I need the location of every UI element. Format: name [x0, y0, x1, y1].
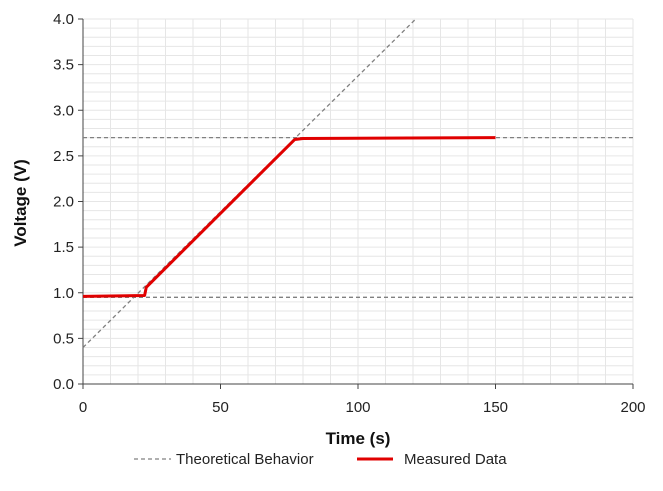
x-tick-label: 50: [212, 399, 229, 416]
y-tick-label: 2.0: [53, 194, 74, 211]
grid-lines: [82, 18, 634, 385]
y-axis-title: Voltage (V): [11, 159, 30, 247]
measured-data-line: [82, 136, 496, 298]
y-tick-label: 1.5: [53, 239, 74, 256]
y-tick-label: 3.0: [53, 102, 74, 119]
legend-label-theoretical: Theoretical Behavior: [176, 451, 314, 468]
y-tick-label: 0.0: [53, 376, 74, 393]
tick-labels: 0 50 100 150 200 0.0 0.5 1.0 1.5 2.0 2.5 3.0 3.5 4.0: [53, 11, 645, 416]
y-tick-label: 0.5: [53, 330, 74, 347]
x-tick-label: 200: [620, 399, 645, 416]
y-tick-label: 4.0: [53, 11, 74, 28]
y-tick-label: 1.0: [53, 285, 74, 302]
y-tick-label: 2.5: [53, 148, 74, 165]
x-tick-label: 100: [345, 399, 370, 416]
legend: Theoretical Behavior Measured Data: [134, 451, 507, 468]
axes: [78, 18, 634, 389]
x-tick-label: 0: [79, 399, 87, 416]
x-tick-label: 150: [483, 399, 508, 416]
y-tick-label: 3.5: [53, 57, 74, 74]
legend-label-measured: Measured Data: [404, 451, 507, 468]
x-axis-title: Time (s): [326, 429, 391, 448]
series-layer: [82, 18, 633, 348]
